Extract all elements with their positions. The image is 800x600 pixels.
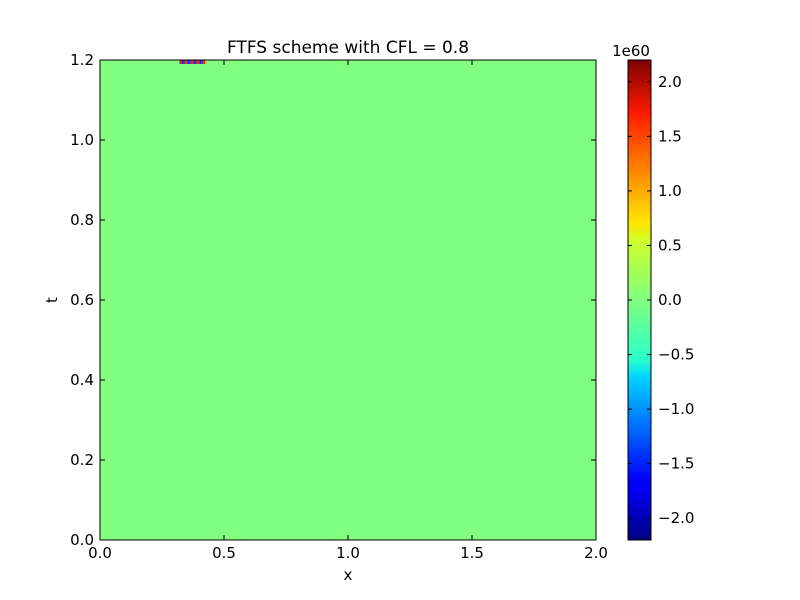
disturbance-band	[179, 60, 206, 64]
disturbance-cell	[201, 60, 204, 64]
colorbar-tick-label: 0.5	[658, 236, 682, 254]
x-axis-label: x	[344, 566, 353, 584]
y-tick-label: 0.8	[70, 211, 94, 229]
disturbance-cell	[189, 60, 192, 64]
x-axis-ticks: 0.0 0.5 1.0 1.5 2.0	[88, 60, 608, 562]
disturbance-cell	[197, 60, 200, 64]
y-tick-label: 1.2	[70, 51, 94, 69]
colorbar-tick-label: 1.0	[658, 182, 682, 200]
colorbar-tick-label: −0.5	[658, 346, 694, 364]
disturbance-cell	[199, 60, 202, 64]
colorbar-tick-label: 0.0	[658, 291, 682, 309]
x-tick-label: 2.0	[584, 544, 608, 562]
colorbar-tick-label: −1.0	[658, 400, 694, 418]
chart-title: FTFS scheme with CFL = 0.8	[227, 38, 469, 58]
colorbar-tick-label: 2.0	[658, 73, 682, 91]
colorbar-tick-label: −2.0	[658, 509, 694, 527]
disturbance-cell	[187, 60, 190, 64]
plot-field	[100, 60, 596, 540]
disturbance-cell	[185, 60, 188, 64]
x-tick-label: 0.0	[88, 544, 112, 562]
y-tick-label: 1.0	[70, 131, 94, 149]
y-tick-label: 0.6	[70, 291, 94, 309]
disturbance-cell	[195, 60, 198, 64]
y-tick-label: 0.2	[70, 451, 94, 469]
y-tick-label: 0.4	[70, 371, 94, 389]
y-tick-label: 0.0	[70, 531, 94, 549]
y-axis-label: t	[43, 297, 61, 303]
disturbance-cell	[179, 60, 182, 64]
disturbance-cell	[183, 60, 186, 64]
colorbar-tick-label: −1.5	[658, 455, 694, 473]
x-tick-label: 1.5	[460, 544, 484, 562]
x-tick-label: 1.0	[336, 544, 360, 562]
disturbance-cell	[181, 60, 184, 64]
disturbance-cell	[191, 60, 194, 64]
disturbance-cell	[203, 60, 206, 64]
colorbar-tick-label: 1.5	[658, 127, 682, 145]
y-axis-ticks: 0.0 0.2 0.4 0.6 0.8 1.0 1.2	[70, 51, 596, 549]
disturbance-cell	[193, 60, 196, 64]
colorbar-offset-label: 1e60	[612, 42, 650, 60]
colorbar-ticks: −2.0 −1.5 −1.0 −0.5 0.0 0.5 1.0 1.5 2.0	[628, 73, 694, 527]
x-tick-label: 0.5	[212, 544, 236, 562]
